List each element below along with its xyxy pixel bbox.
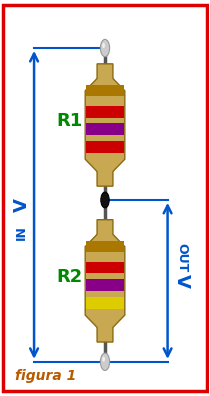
Circle shape [100, 39, 110, 57]
Text: R2: R2 [56, 268, 83, 286]
Circle shape [101, 192, 109, 208]
Text: V: V [173, 274, 191, 288]
Circle shape [102, 43, 105, 48]
Bar [86, 240, 124, 252]
Text: R1: R1 [56, 112, 83, 130]
Bar [86, 297, 124, 308]
Polygon shape [85, 220, 125, 342]
Bar [86, 106, 124, 118]
Bar [86, 123, 124, 135]
Polygon shape [85, 64, 125, 186]
Circle shape [100, 353, 110, 370]
Bar [86, 85, 124, 96]
Bar [86, 141, 124, 153]
Text: OUT: OUT [176, 243, 189, 272]
Text: figura 1: figura 1 [15, 369, 77, 383]
Text: IN: IN [15, 225, 28, 240]
Bar [86, 262, 124, 273]
Circle shape [102, 356, 105, 362]
Text: V: V [13, 198, 31, 212]
Bar [86, 279, 124, 291]
